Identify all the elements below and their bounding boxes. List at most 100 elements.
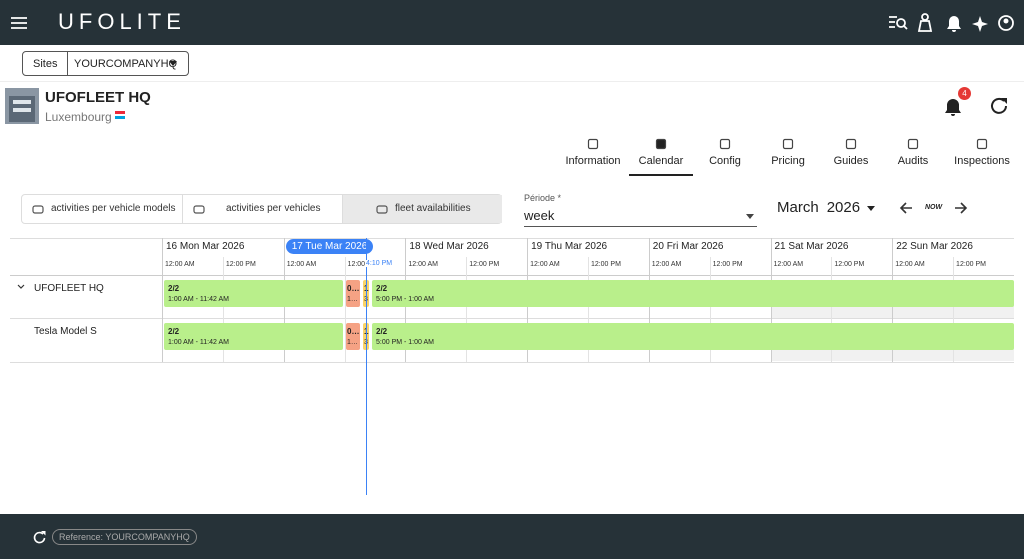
site-notifications[interactable] <box>942 96 964 118</box>
expand-icon[interactable] <box>17 284 25 290</box>
option-icon <box>193 205 205 214</box>
half-divider <box>466 257 468 362</box>
tab-icon <box>845 138 857 150</box>
account-icon[interactable] <box>998 15 1014 31</box>
notification-badge: 4 <box>958 87 971 100</box>
event-time: 3 <box>364 296 368 303</box>
half-divider <box>953 257 955 362</box>
half-divider <box>831 257 833 362</box>
option-label: activities per vehicle models <box>51 203 176 214</box>
year: 2026 <box>826 199 861 216</box>
toggle-option[interactable]: activities per vehicles <box>182 195 343 223</box>
site-select[interactable]: Sites YOURCOMPANYHQ <box>22 51 189 76</box>
day-label: 16 Mon Mar 2026 <box>166 241 245 252</box>
calendar: 16 Mon Mar 2026 12:00 AM 12:00 PM 17 Tue Ma… <box>10 238 1014 495</box>
refresh-button[interactable] <box>989 96 1009 116</box>
half-divider <box>587 257 589 362</box>
tab[interactable]: Guides <box>811 134 891 174</box>
tab[interactable]: Audits <box>873 134 953 174</box>
row-label: Tesla Model S <box>34 326 97 337</box>
period-label: Période * <box>524 193 562 203</box>
tab-icon <box>976 138 988 150</box>
weekend-shade <box>892 349 1014 361</box>
footer-refresh[interactable] <box>32 530 46 544</box>
time-label: 12:00 PM <box>834 261 865 268</box>
event[interactable]: 0… 1… <box>346 280 360 307</box>
tab-label: Pricing <box>771 155 805 167</box>
previous-button[interactable] <box>898 200 914 216</box>
event-time: 1:00 AM - 11:42 AM <box>168 339 229 346</box>
current-time-label: 4:10 PM <box>365 260 394 267</box>
event-title: 0… <box>347 284 360 293</box>
event-title: 2/2 <box>376 284 388 293</box>
next-button[interactable] <box>953 200 969 216</box>
period-value: week <box>524 208 555 223</box>
event[interactable]: 0… 1… <box>346 323 360 350</box>
time-label: 12:00 PM <box>712 261 743 268</box>
event[interactable]: 2/2 5:00 PM - 1:00 AM <box>372 323 1014 350</box>
tab-label: Audits <box>897 155 929 167</box>
toolbar-icons <box>889 13 1014 32</box>
tab[interactable]: Config <box>685 134 765 174</box>
event-time: 5:00 PM - 1:00 AM <box>376 339 434 346</box>
period-select[interactable]: week <box>524 208 757 227</box>
option-icon <box>32 205 44 214</box>
flag <box>115 111 125 119</box>
current-time-line <box>366 238 367 495</box>
logo[interactable]: UFOLITE <box>58 9 186 34</box>
time-label: 12:00 PM <box>225 261 256 268</box>
tab[interactable]: Inspections <box>942 134 1022 174</box>
tab[interactable]: Information <box>553 134 633 174</box>
event[interactable]: 2/2 1:00 AM - 11:42 AM <box>164 323 343 350</box>
app-bar: UFOLITE <box>0 0 1024 45</box>
grid-border <box>10 238 1014 363</box>
profile-icon[interactable] <box>917 13 933 32</box>
tab-icon <box>782 138 794 150</box>
time-label: 12:00 AM <box>530 261 560 268</box>
toggle-option[interactable]: fleet availabilities <box>342 195 502 223</box>
time-label: 12:00 PM <box>956 261 987 268</box>
toggle-option[interactable]: activities per vehicle models <box>22 195 182 223</box>
dropdown-arrow <box>746 214 754 219</box>
day-label: 18 Wed Mar 2026 <box>409 241 489 252</box>
site-label: Sites <box>33 58 58 70</box>
site-name: UFOFLEET HQ <box>45 89 151 106</box>
now-button[interactable]: NOW <box>925 204 943 211</box>
time-label: 12:00 AM <box>286 261 317 268</box>
event-time: 1:00 AM - 11:42 AM <box>168 296 229 303</box>
menu-button[interactable] <box>8 12 30 34</box>
tab-icon <box>655 138 667 150</box>
dropdown-arrow <box>867 205 876 211</box>
event[interactable]: 2/2 5:00 PM - 1:00 AM <box>372 280 1014 307</box>
divider <box>67 52 68 75</box>
day-label: 22 Sun Mar 2026 <box>896 241 973 252</box>
site-bar: Sites YOURCOMPANYHQ <box>0 45 1024 82</box>
search-icon[interactable] <box>889 16 908 30</box>
time-label: 12:00 AM <box>651 261 682 268</box>
tab[interactable]: Calendar <box>621 134 701 176</box>
dropdown-arrow <box>169 61 177 66</box>
event-time: 1… <box>347 296 358 303</box>
notifications-icon[interactable] <box>947 16 961 32</box>
day-label: 20 Fri Mar 2026 <box>652 241 724 252</box>
event[interactable]: 2/2 1:00 AM - 11:42 AM <box>164 280 343 307</box>
time-label: 12:00 PM <box>590 261 621 268</box>
ai-icon[interactable] <box>972 16 988 32</box>
tab-label: Calendar <box>638 155 684 167</box>
tab-indicator <box>629 174 693 176</box>
day-label: 17 Tue Mar 2026 <box>285 239 374 254</box>
row-label[interactable]: UFOFLEET HQ <box>34 283 104 294</box>
tab-label: Information <box>565 155 621 167</box>
time-label: 12:00 AM <box>165 261 195 268</box>
event-time: 3 <box>364 339 368 346</box>
event-time: 5:00 PM - 1:00 AM <box>376 296 434 303</box>
half-divider <box>222 257 224 362</box>
month-select[interactable]: March 2026 <box>777 199 876 216</box>
event-title: 2/2 <box>168 327 180 336</box>
event-title: 2/2 <box>168 284 180 293</box>
time-label: 12:00 AM <box>895 261 925 268</box>
tab[interactable]: Pricing <box>748 134 828 174</box>
time-label: 12:00 AM <box>408 261 438 268</box>
reference-chip: Reference: YOURCOMPANYHQ <box>52 529 197 545</box>
